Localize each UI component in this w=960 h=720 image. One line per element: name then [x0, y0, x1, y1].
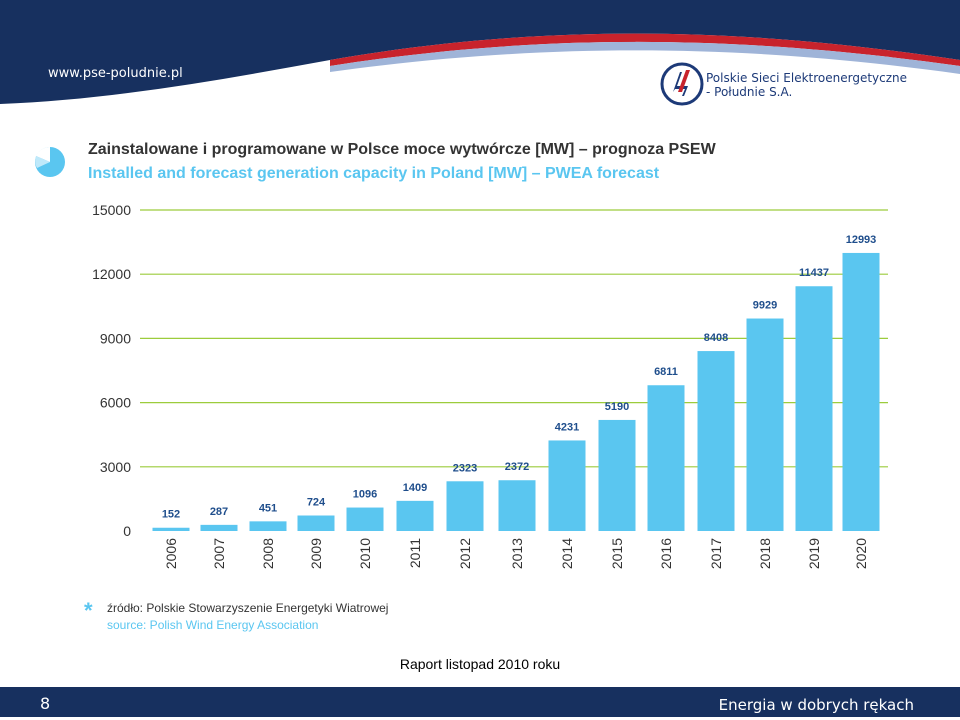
y-tick-label: 3000	[100, 459, 131, 475]
x-tick-label: 2008	[260, 538, 276, 569]
bar-value-label: 9929	[753, 300, 777, 312]
bar	[297, 515, 335, 531]
company-name-line1: Polskie Sieci Elektroenergetyczne	[706, 71, 908, 85]
y-tick-label: 0	[123, 523, 131, 539]
report-label: Raport listopad 2010 roku	[399, 656, 561, 672]
bar	[548, 440, 586, 531]
bar-value-label: 12993	[846, 234, 877, 246]
y-tick-label: 15000	[92, 202, 131, 218]
bar-value-label: 1409	[403, 482, 427, 494]
pse-logo-icon	[660, 62, 704, 106]
bar	[697, 351, 735, 531]
site-url[interactable]: www.pse-poludnie.pl	[48, 66, 183, 81]
x-tick-label: 2012	[457, 538, 473, 569]
bar	[647, 385, 685, 531]
bar-value-label: 152	[162, 509, 180, 521]
source-text-polish: źródło: Polskie Stowarzyszenie Energetyk…	[107, 601, 389, 615]
page-number: 8	[40, 694, 51, 713]
bar	[746, 318, 784, 531]
bar	[152, 527, 190, 531]
x-tick-label: 2020	[853, 538, 869, 569]
x-tick-label: 2016	[658, 538, 674, 569]
footer-bar	[0, 687, 960, 717]
bar-value-label: 11437	[799, 267, 829, 279]
bar-value-label: 1096	[353, 489, 377, 501]
bar-value-label: 724	[307, 497, 326, 509]
x-tick-label: 2018	[757, 538, 773, 569]
x-tick-label: 2010	[357, 538, 373, 569]
x-tick-label: 2013	[509, 538, 525, 569]
header-banner	[0, 0, 960, 110]
bar	[446, 481, 484, 531]
bar-value-label: 2372	[505, 461, 529, 473]
company-name: Polskie Sieci Elektroenergetyczne - Połu…	[706, 71, 907, 99]
x-tick-label: 2017	[708, 538, 724, 569]
company-name-line2: - Południe S.A.	[706, 85, 793, 99]
bar	[598, 419, 636, 531]
bar	[498, 480, 536, 531]
x-tick-label: 2014	[559, 538, 575, 569]
bar	[795, 286, 833, 531]
chart-title-english: Installed and forecast generation capaci…	[88, 165, 660, 182]
y-tick-label: 6000	[100, 395, 131, 411]
bar-value-label: 6811	[654, 366, 678, 378]
x-tick-label: 2007	[211, 538, 227, 569]
x-tick-label: 2019	[806, 538, 822, 569]
bar-value-label: 287	[210, 506, 228, 518]
x-tick-label: 2015	[609, 538, 625, 569]
bar-value-label: 2323	[453, 462, 477, 474]
bar-value-label: 8408	[704, 332, 728, 344]
bar	[200, 524, 238, 531]
x-tick-label: 2009	[308, 538, 324, 569]
y-tick-label: 12000	[92, 266, 131, 282]
bar	[249, 521, 287, 531]
bar-value-label: 5190	[605, 401, 629, 413]
pie-chart-icon	[35, 146, 65, 177]
bar	[346, 507, 384, 531]
y-tick-label: 9000	[100, 330, 131, 346]
x-tick-label: 2011	[407, 538, 423, 568]
bar	[396, 500, 434, 531]
x-tick-label: 2006	[163, 538, 179, 569]
bar-value-label: 451	[259, 502, 277, 514]
header-wave-graphic	[0, 0, 960, 104]
bar-value-label: 4231	[555, 421, 579, 433]
source-text-english: source: Polish Wind Energy Association	[107, 618, 319, 632]
source-star-icon: *	[84, 598, 93, 623]
chart-title-polish: Zainstalowane i programowane w Polsce mo…	[88, 141, 716, 158]
footer-tagline: Energia w dobrych rękach	[718, 696, 914, 714]
bar	[842, 252, 880, 531]
